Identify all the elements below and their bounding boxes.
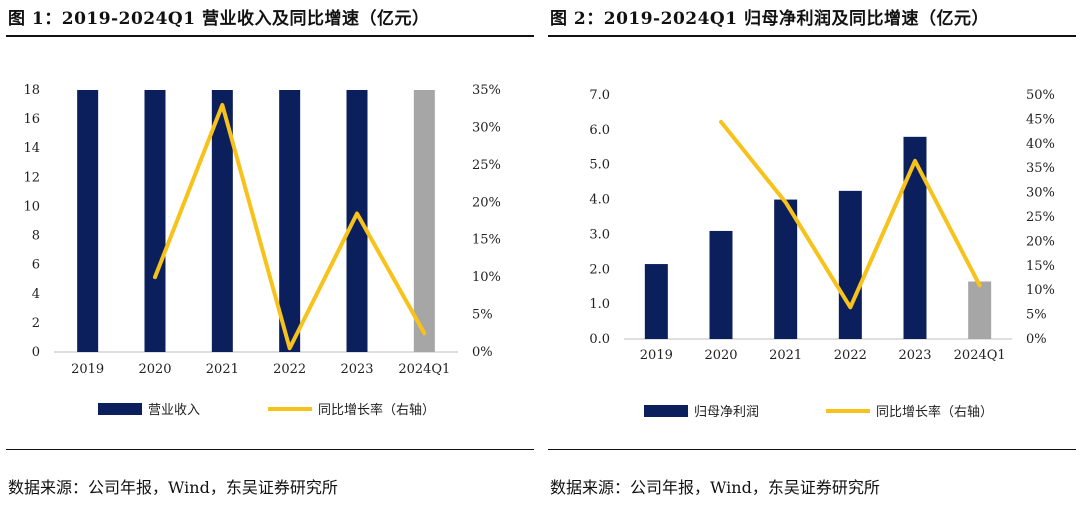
revenue-chart: 0 2 4 6 8 10 12 14 16 18 0% 5% 10% 15% 20% 25% 30% 35% 201… [23,83,501,418]
y-right-tick-label: 5% [1026,308,1047,323]
bar [413,90,435,352]
y-right-tick-label: 15% [1026,259,1055,274]
chart-panel-revenue: 图 1：2019-2024Q1 营业收入及同比增速（亿元） 0 2 4 6 8 10 12 1… [6,0,536,506]
bar [838,190,862,339]
footer-rule [6,449,534,450]
bar [774,199,798,339]
line-point [422,331,426,335]
y-left-tick-label: 0 [32,345,40,360]
y-right-tick-label: 45% [1026,112,1055,127]
bar [77,90,99,352]
bar [903,136,927,339]
x-tick-label: 2019 [71,362,104,377]
y-right-tick-label: 5% [472,308,493,323]
title-rule [548,35,1076,37]
y-right-tick-label: 25% [472,158,501,173]
y-right-tick-label: 40% [1026,137,1055,152]
y-left-tick-label: 18 [23,83,40,98]
y-right-tick-label: 35% [472,83,501,98]
y-right-tick-label: 30% [1026,186,1055,201]
bar [709,230,733,339]
bar [144,90,166,352]
x-tick-label: 2024Q1 [398,362,450,377]
line-point [848,305,852,309]
y-left-tick-label: 7.0 [589,88,610,103]
y-right-tick-label: 10% [472,270,501,285]
y-right-tick-label: 0% [1026,332,1047,347]
y-left-tick-label: 3.0 [589,227,610,242]
y-left-tick-label: 16 [23,112,40,127]
y-right-tick-label: 20% [1026,234,1055,249]
y-left-tick-label: 5.0 [589,158,610,173]
x-tick-label: 2022 [273,362,306,377]
x-tick-label: 2021 [206,362,239,377]
line-point [784,200,788,204]
bar [279,90,301,352]
y-left-tick-label: 4 [32,287,40,302]
line-point [220,103,224,107]
y-right-tick-label: 15% [472,233,501,248]
source-note: 数据来源：公司年报，Wind，东吴证券研究所 [550,478,880,497]
source-note: 数据来源：公司年报，Wind，东吴证券研究所 [8,478,338,497]
line-point [288,346,292,350]
x-tick-label: 2024Q1 [954,348,1006,363]
y-right-tick-label: 25% [1026,210,1055,225]
y-left-tick-label: 6 [32,258,40,273]
y-right-tick-label: 0% [472,345,493,360]
legend-swatch-bar [98,403,142,415]
line-point [978,283,982,287]
x-tick-label: 2023 [898,348,931,363]
net-profit-chart: 0.0 1.0 2.0 3.0 4.0 5.0 6.0 7.0 0% 5% 10% 15% 20% 25%… [589,88,1055,420]
chart-panel-net-profit: 图 2：2019-2024Q1 归母净利润及同比增速（亿元） 0.0 1.0 2.0… [548,0,1078,506]
x-tick-label: 2020 [704,348,737,363]
chart-title: 图 2：2019-2024Q1 归母净利润及同比增速（亿元） [550,9,989,29]
y-right-tick-label: 30% [472,120,501,135]
y-left-tick-label: 2 [32,316,40,331]
y-right-tick-label: 50% [1026,88,1055,103]
x-tick-label: 2020 [138,362,171,377]
line-point [355,212,359,216]
bar [644,264,668,339]
y-left-tick-label: 10 [23,199,40,214]
legend-label-line: 同比增长率（右轴） [876,404,993,420]
y-left-tick-label: 4.0 [589,193,610,208]
line-point [153,275,157,279]
y-left-tick-label: 6.0 [589,123,610,138]
footer-rule [548,449,1076,450]
x-tick-label: 2022 [834,348,867,363]
y-left-tick-label: 1.0 [589,297,610,312]
y-left-tick-label: 0.0 [589,332,610,347]
chart-title: 图 1：2019-2024Q1 营业收入及同比增速（亿元） [8,9,430,29]
line-point [719,120,723,124]
bar [211,90,233,352]
y-left-tick-label: 2.0 [589,262,610,277]
x-tick-label: 2019 [640,348,673,363]
y-right-tick-label: 20% [472,195,501,210]
y-right-tick-label: 10% [1026,283,1055,298]
y-right-tick-label: 35% [1026,161,1055,176]
x-tick-label: 2023 [340,362,373,377]
legend-label-bar: 归母净利润 [694,405,759,420]
bar [968,281,992,339]
line-point [913,159,917,163]
y-left-tick-label: 12 [23,170,40,185]
y-left-tick-label: 14 [23,141,40,156]
legend-label-line: 同比增长率（右轴） [318,402,435,418]
x-tick-label: 2021 [769,348,802,363]
title-rule [6,35,534,37]
bar [346,90,368,352]
y-left-tick-label: 8 [32,229,40,244]
legend-label-bar: 营业收入 [148,403,200,418]
legend-swatch-bar [644,405,688,417]
